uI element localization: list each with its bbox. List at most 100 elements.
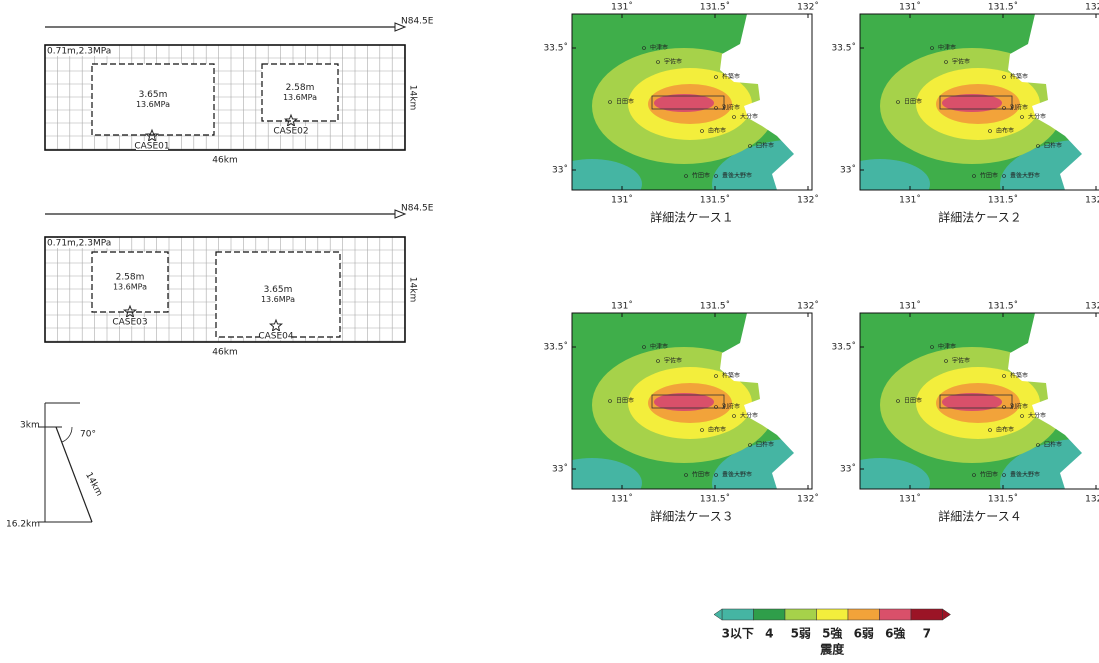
length-label: 46km: [212, 348, 237, 358]
city-label: 竹田市: [692, 471, 710, 479]
background-label: 0.71m,2.3MPa: [47, 47, 111, 57]
y-tick-label: 33˚: [840, 165, 856, 176]
intensity-legend: 3以下45弱5強6弱6強7震度: [714, 609, 951, 657]
x-tick-label: 131˚: [899, 2, 921, 13]
x-tick-label: 132˚: [797, 494, 819, 505]
x-tick-label: 131.5˚: [700, 301, 730, 312]
city-label: 豊後大野市: [1010, 471, 1040, 479]
x-tick-label: 131˚: [899, 301, 921, 312]
map-caption: 詳細法ケース２: [938, 210, 1021, 225]
x-tick-label: 131.5˚: [700, 2, 730, 13]
legend-label: 5強: [822, 626, 842, 641]
width-label: 14km: [408, 277, 418, 302]
y-tick-label: 33˚: [552, 464, 568, 475]
city-label: 豊後大野市: [722, 172, 752, 180]
dip-arc: [62, 427, 72, 442]
direction-label: N84.5E: [401, 204, 434, 214]
y-tick-label: 33.5˚: [831, 342, 856, 353]
background-label: 0.71m,2.3MPa: [47, 239, 111, 249]
length-label: 46km: [212, 156, 237, 166]
city-label: 杵築市: [1010, 372, 1028, 380]
x-tick-label: 131˚: [611, 2, 633, 13]
legend-label: 6弱: [854, 626, 874, 641]
city-label: 大分市: [1028, 412, 1046, 420]
city-label: 宇佐市: [664, 58, 682, 66]
city-label: 宇佐市: [952, 357, 970, 365]
x-tick-label: 131˚: [611, 301, 633, 312]
legend-arrow-left: [714, 609, 722, 620]
city-label: 由布市: [996, 127, 1014, 135]
x-tick-label: 131˚: [611, 195, 633, 206]
x-tick-label: 131.5˚: [700, 195, 730, 206]
y-tick-label: 33˚: [552, 165, 568, 176]
x-tick-label: 131.5˚: [988, 195, 1018, 206]
city-label: 大分市: [740, 412, 758, 420]
city-label: 杵築市: [722, 73, 740, 81]
city-label: 中津市: [938, 343, 956, 351]
fault-model: N84.5E0.71m,2.3MPa2.58m13.6MPaCASE033.65…: [45, 204, 434, 358]
x-tick-label: 131˚: [899, 494, 921, 505]
map-caption: 詳細法ケース３: [650, 509, 733, 524]
direction-label: N84.5E: [401, 17, 434, 27]
legend-swatch: [754, 609, 786, 620]
case-label: CASE04: [258, 332, 294, 342]
x-tick-label: 131.5˚: [700, 494, 730, 505]
legend-label: 6強: [885, 626, 905, 641]
legend-swatch: [848, 609, 880, 620]
x-tick-label: 132˚: [1085, 2, 1099, 13]
legend-swatch: [722, 609, 754, 620]
x-tick-label: 132˚: [1085, 195, 1099, 206]
city-label: 臼杵市: [1044, 441, 1062, 449]
city-label: 杵築市: [1010, 73, 1028, 81]
legend-swatch: [911, 609, 943, 620]
case-label: CASE03: [112, 318, 147, 328]
city-label: 宇佐市: [952, 58, 970, 66]
y-tick-label: 33˚: [840, 464, 856, 475]
x-tick-label: 131.5˚: [988, 2, 1018, 13]
city-label: 竹田市: [980, 172, 998, 180]
legend-title: 震度: [820, 642, 845, 657]
x-tick-label: 132˚: [1085, 494, 1099, 505]
legend-swatch: [785, 609, 817, 620]
intensity-map: 中津市宇佐市杵築市日田市別府市大分市由布市臼杵市竹田市豊後大野市131˚131˚…: [542, 2, 892, 230]
x-tick-label: 131˚: [899, 195, 921, 206]
x-tick-label: 131˚: [611, 494, 633, 505]
asperity-slip: 2.58m: [116, 273, 145, 283]
city-label: 杵築市: [722, 372, 740, 380]
width-label: 14km: [408, 85, 418, 110]
intensity-map: 中津市宇佐市杵築市日田市別府市大分市由布市臼杵市竹田市豊後大野市131˚131˚…: [830, 2, 1099, 230]
city-label: 日田市: [904, 397, 922, 405]
asperity-stress: 13.6MPa: [113, 283, 147, 292]
city-label: 別府市: [1010, 403, 1028, 411]
asperity-stress: 13.6MPa: [136, 100, 170, 109]
asperity-slip: 3.65m: [139, 90, 168, 100]
x-tick-label: 132˚: [1085, 301, 1099, 312]
city-label: 宇佐市: [664, 357, 682, 365]
city-label: 臼杵市: [756, 142, 774, 150]
city-label: 日田市: [616, 98, 634, 106]
city-label: 竹田市: [980, 471, 998, 479]
asperity-slip: 3.65m: [264, 285, 293, 295]
city-label: 中津市: [650, 44, 668, 52]
x-tick-label: 132˚: [797, 301, 819, 312]
city-label: 豊後大野市: [1010, 172, 1040, 180]
asperity-stress: 13.6MPa: [283, 93, 317, 102]
y-tick-label: 33.5˚: [543, 342, 568, 353]
city-label: 日田市: [616, 397, 634, 405]
case-label: CASE01: [134, 142, 169, 152]
city-label: 中津市: [938, 44, 956, 52]
x-tick-label: 132˚: [797, 195, 819, 206]
case-label: CASE02: [273, 127, 308, 137]
city-label: 別府市: [722, 403, 740, 411]
x-tick-label: 132˚: [797, 2, 819, 13]
city-label: 由布市: [996, 426, 1014, 434]
asperity-stress: 13.6MPa: [261, 295, 295, 304]
city-label: 由布市: [708, 127, 726, 135]
city-label: 豊後大野市: [722, 471, 752, 479]
map-caption: 詳細法ケース４: [938, 509, 1021, 524]
x-tick-label: 131.5˚: [988, 494, 1018, 505]
map-body: 中津市宇佐市杵築市日田市別府市大分市由布市臼杵市竹田市 豊後大野市: [830, 313, 1099, 528]
map-caption: 詳細法ケース１: [650, 210, 733, 225]
city-label: 臼杵市: [1044, 142, 1062, 150]
